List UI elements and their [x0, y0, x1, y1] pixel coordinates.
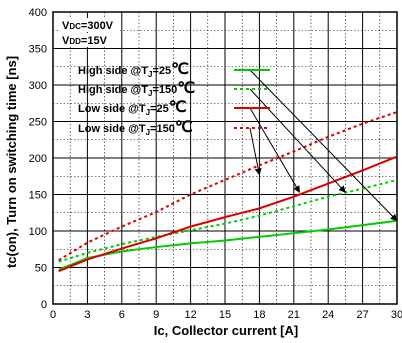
legend-label-4: Low side @TJ=150℃: [78, 119, 193, 137]
x-axis-title: Ic, Collector current [A]: [154, 323, 298, 338]
legend-label-2: High side @TJ=150℃: [78, 80, 195, 98]
x-tick-label: 3: [84, 309, 90, 321]
x-tick-label: 27: [356, 309, 368, 321]
series-line-1: [58, 219, 398, 271]
condition-background: [60, 18, 120, 32]
annotation-arrow-2: [249, 88, 346, 193]
y-tick-label: 350: [29, 44, 47, 56]
y-tick-label: 150: [29, 190, 47, 202]
series-line-2: [58, 178, 398, 263]
x-tick-label: 12: [184, 309, 196, 321]
tick-labels: 0 3 6 9 12 15 18 21 24 27 300501001502002503003504…: [29, 7, 402, 321]
series-line-3: [58, 155, 398, 273]
y-tick-label: 400: [29, 7, 47, 19]
condition-label-1: VDC=300V: [62, 20, 114, 32]
x-tick-label: 0: [50, 309, 56, 321]
x-tick-label: 6: [119, 309, 125, 321]
x-tick-label: 30: [391, 309, 402, 321]
x-tick-label: 24: [322, 309, 334, 321]
y-tick-label: 250: [29, 117, 47, 129]
annotation-arrows: [249, 69, 398, 222]
series: [58, 111, 398, 273]
y-tick-label: 0: [41, 299, 47, 311]
annotation-arrow-4: [249, 127, 262, 176]
annotation-arrow-3: [249, 107, 300, 193]
y-axis-title: tc(on), Turn on switching time [ns]: [4, 56, 19, 268]
legend-label-1: High side @TJ=25℃: [78, 61, 189, 79]
grid: [53, 12, 397, 304]
x-tick-label: 18: [253, 309, 265, 321]
y-tick-label: 100: [29, 226, 47, 238]
x-tick-label: 9: [153, 309, 159, 321]
legend-label-3: Low side @TJ=25℃: [78, 99, 187, 117]
y-tick-label: 50: [35, 263, 47, 275]
test-conditions: VDC=300V VDD=15V: [60, 18, 120, 47]
annotation-arrow-1: [249, 69, 398, 222]
y-tick-label: 200: [29, 153, 47, 165]
condition-background: [60, 33, 120, 47]
y-tick-label: 300: [29, 80, 47, 92]
condition-label-2: VDD=15V: [62, 35, 108, 47]
x-tick-label: 21: [288, 309, 300, 321]
x-tick-label: 15: [219, 309, 231, 321]
plot-frame: [52, 11, 398, 305]
